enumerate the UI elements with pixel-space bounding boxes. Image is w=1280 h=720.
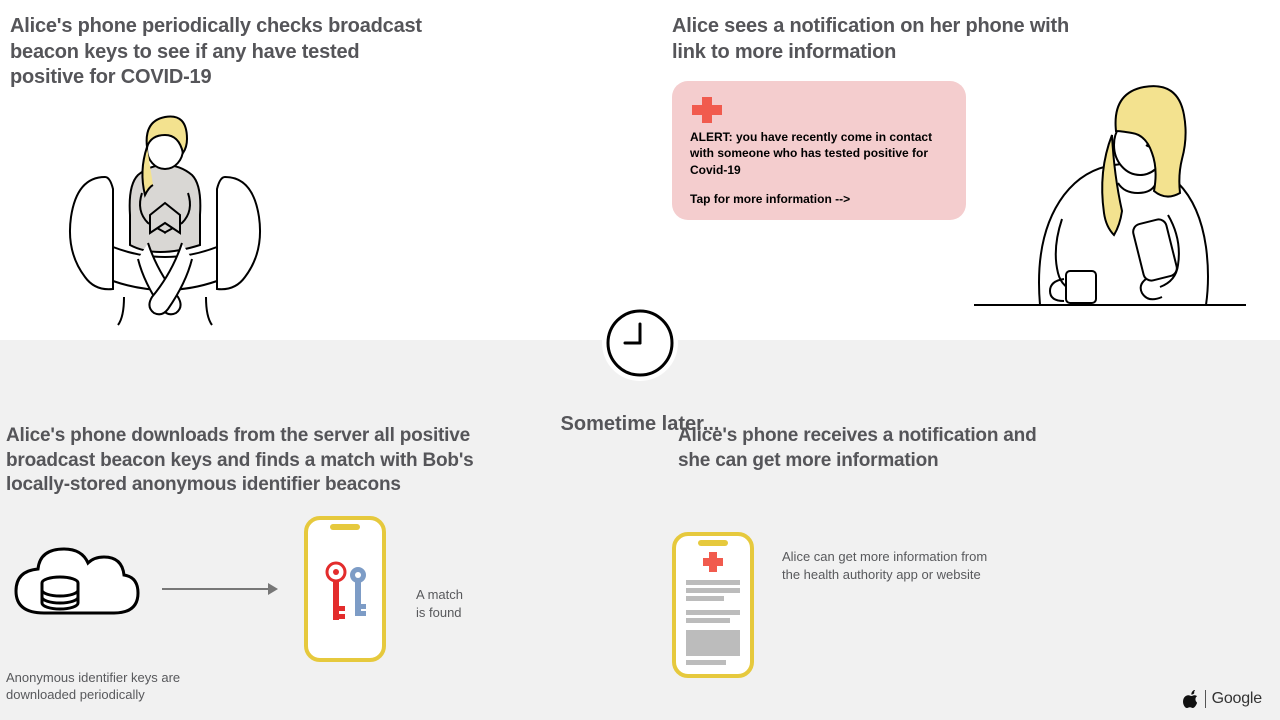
alert-label: ALERT:	[690, 130, 733, 144]
apple-logo-icon	[1183, 690, 1199, 708]
footer-logos: Google	[1183, 690, 1262, 708]
medical-cross-icon	[690, 95, 948, 125]
heading-top-left: Alice's phone periodically checks broadc…	[10, 14, 430, 91]
tap-more-info: Tap for more information -->	[690, 192, 948, 206]
match-line1: A match	[416, 586, 463, 604]
arrow-icon	[160, 581, 280, 597]
panel-top-left: Alice's phone periodically checks broadc…	[0, 0, 622, 340]
cloud-caption: Anonymous identifier keys are downloaded…	[6, 669, 216, 704]
phone-keys-icon	[300, 514, 390, 664]
phone-article-icon	[668, 530, 758, 680]
more-info-caption: Alice can get more information from the …	[782, 548, 1002, 583]
google-logo-text: Google	[1212, 690, 1262, 708]
match-found-caption: A match is found	[416, 586, 463, 621]
alice-holding-phone-illustration	[970, 65, 1250, 325]
heading-top-right: Alice sees a notification on her phone w…	[672, 14, 1092, 65]
panel-top-right: Alice sees a notification on her phone w…	[622, 0, 1280, 340]
sometime-later-label: Sometime later...	[530, 413, 750, 436]
heading-bottom-left: Alice's phone downloads from the server …	[6, 354, 486, 498]
alert-text: ALERT: you have recently come in contact…	[690, 129, 948, 178]
center-divider: Sometime later...	[530, 305, 750, 436]
notification-card: ALERT: you have recently come in contact…	[672, 81, 966, 220]
cloud-server-icon	[10, 543, 140, 635]
match-line2: is found	[416, 604, 463, 622]
alice-in-chair-illustration	[50, 97, 300, 337]
clock-icon	[602, 305, 678, 381]
logo-divider	[1205, 690, 1206, 708]
